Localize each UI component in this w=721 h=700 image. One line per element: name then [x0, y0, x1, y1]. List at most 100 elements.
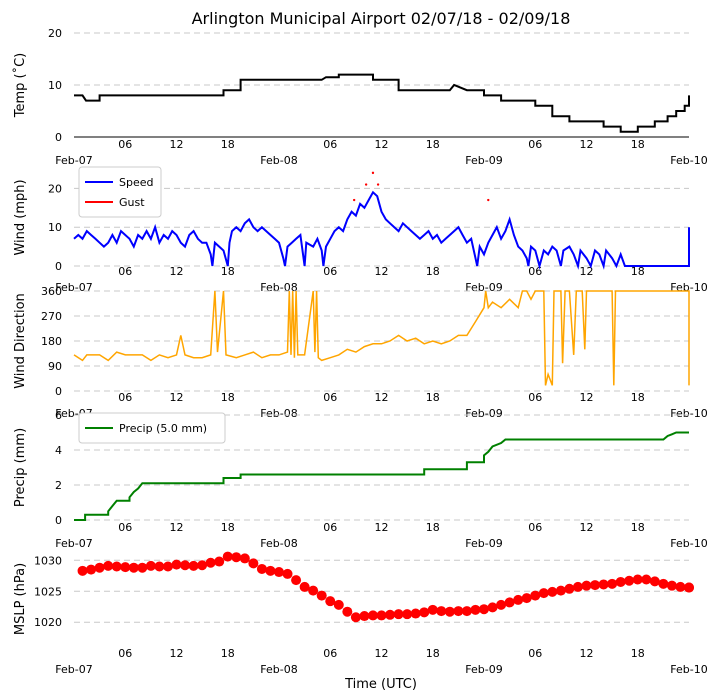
mslp-point — [197, 560, 208, 571]
x-tick-label: 06 — [528, 647, 542, 660]
y-tick-label: 270 — [41, 310, 62, 323]
mslp-point — [402, 609, 413, 620]
x-tick-label: 18 — [631, 647, 645, 660]
mslp-point — [564, 583, 575, 594]
mslp-point — [325, 596, 336, 607]
x-tick-label: Feb-10 — [670, 537, 707, 550]
mslp-point — [291, 575, 302, 586]
mslp-point — [145, 560, 156, 571]
x-tick-label: 12 — [580, 647, 594, 660]
x-tick-label: 06 — [323, 521, 337, 534]
y-tick-label: 1025 — [34, 585, 62, 598]
mslp-point — [581, 580, 592, 591]
mslp-point — [120, 562, 131, 573]
mslp-point — [410, 608, 421, 619]
mslp-point — [265, 565, 276, 576]
mslp-point — [180, 560, 191, 571]
x-tick-label: 18 — [221, 265, 235, 278]
y-tick-label: 2 — [55, 479, 62, 492]
gust-point — [376, 183, 380, 186]
mslp-point — [427, 604, 438, 615]
mslp-point — [128, 562, 139, 573]
x-tick-label: 06 — [323, 647, 337, 660]
mslp-point — [103, 560, 114, 571]
mslp-point — [111, 561, 122, 572]
x-tick-label: 18 — [221, 647, 235, 660]
legend — [78, 412, 226, 444]
mslp-point — [513, 594, 524, 605]
x-tick-label: Feb-10 — [670, 407, 707, 420]
x-tick-label: 18 — [221, 391, 235, 404]
mslp-point — [94, 562, 105, 573]
mslp-point — [342, 606, 353, 617]
mslp-point — [231, 552, 242, 563]
mslp-point — [248, 558, 259, 569]
y-axis-label: MSLP (hPa) — [13, 563, 28, 635]
mslp-point — [470, 604, 481, 615]
y-axis-label: Temp (˚C) — [12, 53, 28, 119]
legend-label: Gust — [119, 196, 145, 209]
gust-point — [487, 198, 490, 202]
x-tick-label: 06 — [528, 138, 542, 151]
x-tick-label: 06 — [323, 138, 337, 151]
mslp-point — [214, 556, 225, 567]
x-tick-label: 12 — [170, 521, 184, 534]
mslp-point — [607, 578, 618, 589]
y-tick-label: 0 — [55, 131, 62, 144]
x-tick-label: 12 — [580, 391, 594, 404]
x-tick-label: 12 — [170, 391, 184, 404]
mslp-point — [641, 574, 652, 585]
mslp-point — [632, 574, 643, 585]
mslp-point — [376, 610, 387, 621]
mslp-point — [299, 581, 310, 592]
y-tick-label: 20 — [48, 182, 62, 195]
x-tick-label: 12 — [170, 265, 184, 278]
y-tick-label: 4 — [55, 444, 62, 457]
mslp-point — [530, 590, 541, 601]
x-tick-label: 12 — [375, 521, 389, 534]
x-tick-label: 18 — [221, 138, 235, 151]
mslp-point — [684, 582, 694, 593]
mslp-point — [666, 580, 677, 591]
mslp-point — [572, 581, 583, 592]
mslp-point — [453, 606, 464, 617]
y-tick-label: 0 — [55, 260, 62, 273]
x-tick-label: 18 — [631, 138, 645, 151]
mslp-point — [162, 561, 173, 572]
mslp-point — [555, 585, 566, 596]
mslp-point — [171, 559, 182, 570]
x-tick-label: 12 — [375, 647, 389, 660]
mslp-point — [590, 580, 601, 591]
mslp-point — [308, 585, 319, 596]
x-axis-label: Time (UTC) — [344, 677, 417, 692]
precip-line — [74, 431, 689, 521]
x-tick-label: 12 — [170, 647, 184, 660]
y-tick-label: 6 — [55, 409, 62, 422]
mslp-point — [496, 599, 507, 610]
x-tick-label: 18 — [221, 521, 235, 534]
x-tick-label: 12 — [375, 138, 389, 151]
mslp-point — [504, 597, 515, 608]
chart-title: Arlington Municipal Airport 02/07/18 - 0… — [192, 9, 571, 28]
x-tick-label: 12 — [580, 265, 594, 278]
y-tick-label: 10 — [48, 79, 62, 92]
panel-5: 1020 1025 1030 MSLP (hPa) Feb-07 06 12 18 Feb-08… — [13, 551, 708, 676]
panel-4: 0 2 4 6 Precip (mm) Feb-07 06 12 18 Feb-08 06 12 18 F… — [13, 409, 708, 550]
mslp-point — [487, 602, 498, 613]
x-tick-label: 06 — [323, 391, 337, 404]
mslp-point — [547, 586, 558, 597]
x-tick-label: 06 — [528, 391, 542, 404]
y-axis-label: Wind Direction — [13, 293, 28, 389]
y-tick-label: 10 — [48, 221, 62, 234]
x-tick-label: Feb-07 — [55, 663, 92, 676]
mslp-point — [367, 610, 378, 621]
mslp-point — [615, 576, 626, 587]
x-tick-label: Feb-09 — [465, 407, 502, 420]
y-tick-label: 180 — [41, 335, 62, 348]
gust-point — [352, 198, 356, 202]
x-tick-label: Feb-09 — [465, 663, 502, 676]
x-tick-label: 12 — [580, 521, 594, 534]
x-tick-label: 18 — [426, 138, 440, 151]
